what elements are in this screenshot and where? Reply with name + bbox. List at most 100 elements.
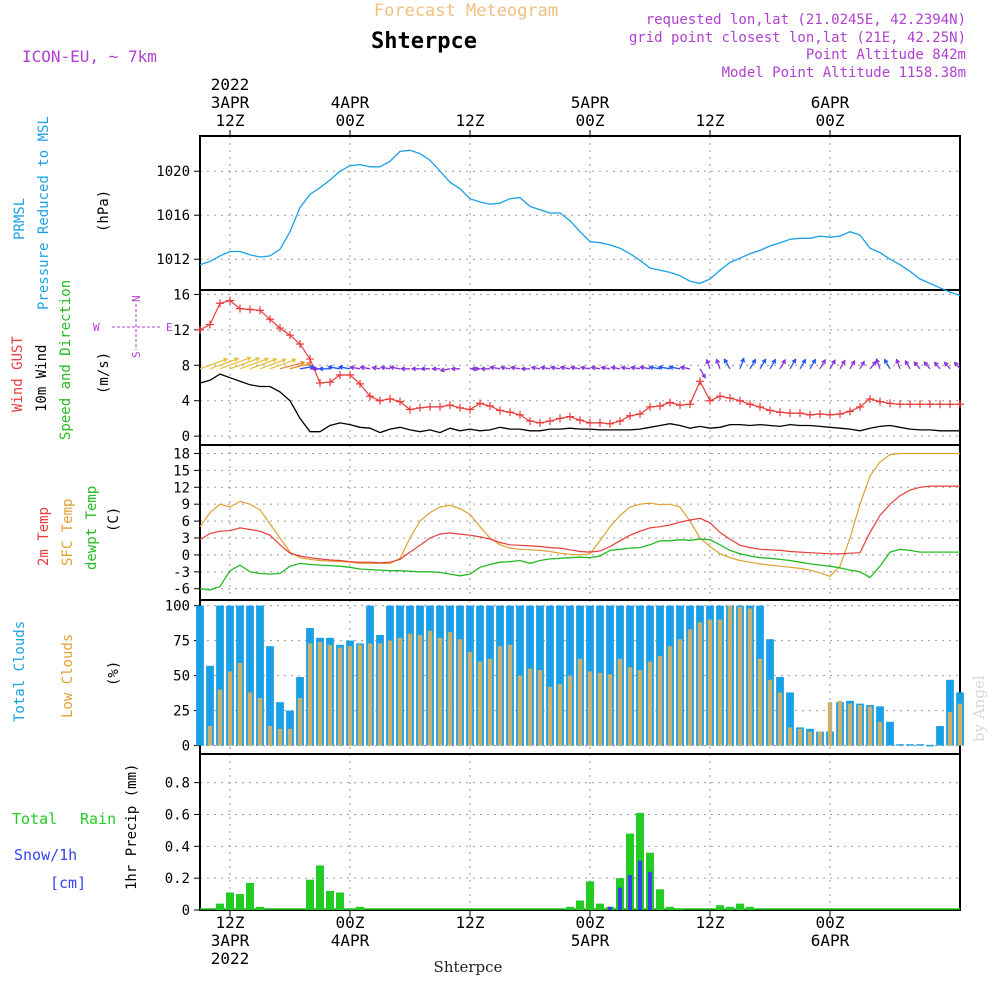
bottom-time-label: 00Z [576, 913, 605, 932]
low-cloud-bar [727, 605, 733, 746]
gust-marker [936, 400, 944, 409]
wind-arrow [699, 368, 706, 379]
wind-arrow [819, 358, 826, 370]
compass-rose: N S W E [93, 295, 173, 358]
rain-bar [316, 865, 324, 910]
gust-marker [506, 408, 514, 417]
total-cloud-bar [286, 710, 294, 746]
wind-arrow [337, 364, 351, 370]
sfc-temp-line [199, 452, 960, 577]
wind-arrow [875, 358, 881, 370]
gust-marker [656, 402, 664, 411]
compass-e: E [166, 321, 173, 334]
low-cloud-bar [737, 607, 743, 746]
wind-arrow [419, 366, 430, 372]
rain-bar [306, 879, 314, 910]
wind-arrow [739, 357, 745, 370]
low-cloud-bar [367, 643, 373, 746]
gust-marker [606, 419, 614, 428]
rain-bar [256, 906, 264, 910]
low-cloud-bar [457, 639, 463, 746]
gust-marker [286, 331, 294, 340]
gust-marker [206, 320, 214, 329]
low-cloud-bar [347, 646, 353, 746]
total-cloud-bar [276, 702, 284, 746]
gust-marker [386, 394, 394, 403]
dir-label: Speed and Direction [58, 280, 74, 440]
gust-marker [546, 417, 554, 426]
total-cloud-bar [256, 605, 264, 746]
low-cloud-bar [247, 692, 253, 746]
top-time-label: 12Z [696, 111, 725, 130]
y-tick-label: 6 [182, 514, 190, 530]
panels: 1012101610200481216-6-303691215180255075… [156, 135, 964, 919]
gust-marker [216, 299, 224, 308]
y-tick-label: 8 [182, 358, 190, 374]
y-tick-label: 9 [182, 497, 190, 513]
compass-n: N [130, 295, 143, 302]
total-cloud-bar [786, 692, 794, 746]
low-cloud-bar [767, 679, 773, 746]
wind-arrow [705, 358, 711, 370]
pressure-label: Pressure Reduced to MSL [36, 116, 52, 310]
gust-marker [666, 398, 674, 407]
wind-arrow [470, 366, 480, 372]
gust-marker [466, 405, 474, 414]
gust-marker [426, 402, 434, 411]
low-cloud-bar [867, 706, 873, 746]
total-cloud-bar [216, 605, 224, 746]
snow-bar [638, 860, 642, 910]
low-cloud-bar [797, 728, 803, 746]
rain-bar [216, 903, 224, 910]
rain-bar [246, 882, 254, 910]
gust-marker [826, 410, 834, 419]
gust-marker [886, 399, 894, 408]
gust-marker [626, 411, 634, 420]
low-cloud-bar [437, 637, 443, 746]
rain-bar [746, 906, 754, 910]
top-time-label: 2022 [211, 75, 250, 94]
total-cloud-label: Total Clouds [12, 621, 28, 722]
y-tick-label: 18 [173, 446, 190, 462]
wind-arrow [488, 365, 501, 371]
wind-arrow [809, 358, 816, 370]
gust-marker [736, 396, 744, 405]
rain-bar [716, 905, 724, 910]
wind-arrow [559, 365, 571, 371]
wind-arrow [579, 365, 591, 371]
low-cloud-bar [617, 658, 623, 746]
low-cloud-bar [647, 661, 653, 746]
bottom-time-label: 2022 [211, 949, 250, 968]
low-cloud-bar [257, 698, 263, 746]
low-cloud-bar [327, 644, 333, 746]
total-cloud-bar [266, 646, 274, 746]
rain-bar [736, 903, 744, 910]
gust-marker [296, 340, 304, 349]
y-tick-label: 3 [182, 531, 190, 547]
y-tick-label: 15 [173, 463, 190, 479]
gust-marker [776, 408, 784, 417]
gust-marker [476, 399, 484, 408]
wind-arrow [239, 357, 270, 370]
low-cloud-bar [427, 630, 433, 746]
total-cloud-bar [206, 665, 214, 746]
wind-arrow [569, 365, 581, 371]
low-cloud-bar [957, 703, 963, 746]
pressure-line [199, 149, 961, 297]
gust-marker [526, 417, 534, 426]
wind-arrow [779, 358, 786, 370]
total-cloud-bar [896, 744, 904, 746]
ms-label: (m/s) [96, 352, 112, 394]
low-cloud-label: Low Clouds [60, 634, 76, 718]
dewpoint-line [199, 538, 960, 591]
gust-marker [926, 400, 934, 409]
low-cloud-bar [387, 640, 393, 746]
bottom-time-label: 4APR [331, 931, 370, 950]
wind-arrow [799, 358, 806, 370]
low-cloud-bar [817, 731, 823, 746]
gust-marker [536, 418, 544, 427]
low-cloud-bar [227, 671, 233, 746]
low-cloud-bar [947, 712, 953, 746]
wind-arrow [279, 360, 306, 370]
